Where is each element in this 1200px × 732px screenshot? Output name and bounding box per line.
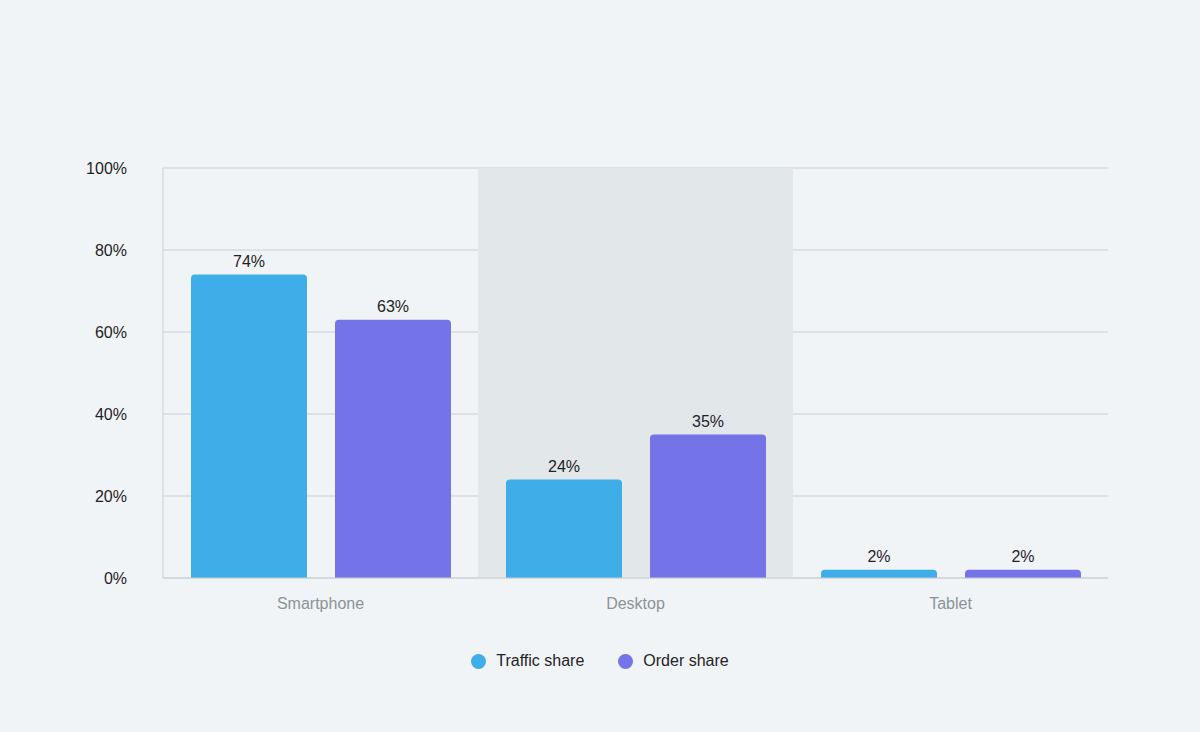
svg-text:0%: 0% bbox=[104, 570, 127, 587]
svg-text:74%: 74% bbox=[233, 253, 265, 270]
svg-text:Tablet: Tablet bbox=[929, 595, 972, 612]
svg-text:24%: 24% bbox=[548, 458, 580, 475]
svg-text:100%: 100% bbox=[86, 160, 127, 177]
html-text:Traffic share: Traffic share bbox=[496, 652, 585, 669]
svg-text:60%: 60% bbox=[95, 324, 127, 341]
svg-text:20%: 20% bbox=[95, 488, 127, 505]
svg-text:Desktop: Desktop bbox=[606, 595, 665, 612]
html-text:Order share: Order share bbox=[643, 652, 729, 669]
svg-text:63%: 63% bbox=[377, 298, 409, 315]
svg-text:80%: 80% bbox=[95, 242, 127, 259]
svg-text:40%: 40% bbox=[95, 406, 127, 423]
svg-text:2%: 2% bbox=[1011, 548, 1034, 565]
svg-text:2%: 2% bbox=[867, 548, 890, 565]
svg-text:Smartphone: Smartphone bbox=[277, 595, 364, 612]
svg-text:35%: 35% bbox=[692, 413, 724, 430]
